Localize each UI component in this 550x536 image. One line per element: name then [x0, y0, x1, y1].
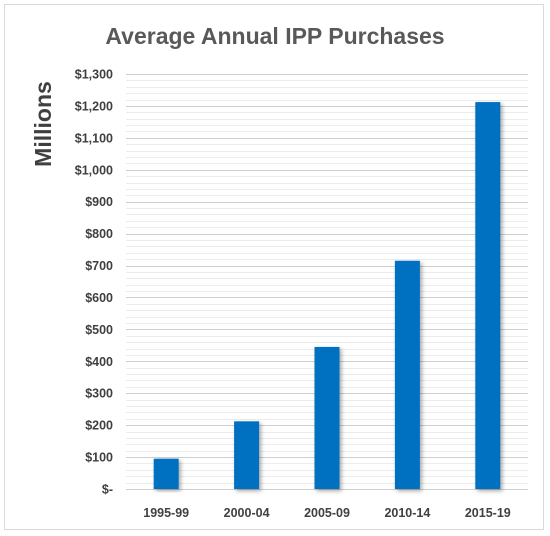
x-tick-label: 1995-99	[143, 506, 189, 520]
x-axis-ticks: 1995-99 2000-04 2005-09 2010-14 2015-19	[143, 506, 511, 520]
y-axis-ticks: $- $100 $200 $300 $400 $500 $600 $700 $800 $900 $1…	[75, 68, 113, 497]
y-tick-label: $300	[85, 387, 113, 401]
y-tick-label: $800	[85, 227, 113, 241]
y-tick-label: $900	[85, 195, 113, 209]
y-tick-label: $100	[85, 451, 113, 465]
y-tick-label: $1,200	[75, 99, 113, 113]
y-tick-label: $200	[85, 419, 113, 433]
bar-2005-09	[314, 346, 340, 489]
y-tick-label: $600	[85, 291, 113, 305]
y-tick-label: $-	[102, 483, 113, 497]
x-tick-label: 2015-19	[465, 506, 511, 520]
bar-2000-04	[234, 421, 260, 489]
bars	[153, 102, 501, 489]
bar-2015-19	[475, 102, 501, 489]
x-tick-label: 2010-14	[384, 506, 430, 520]
y-tick-label: $1,100	[75, 131, 113, 145]
y-tick-label: $500	[85, 323, 113, 337]
x-tick-label: 2005-09	[304, 506, 350, 520]
y-tick-label: $700	[85, 259, 113, 273]
y-tick-label: $1,000	[75, 163, 113, 177]
y-tick-label: $400	[85, 355, 113, 369]
bar-2010-14	[394, 260, 420, 489]
x-tick-label: 2000-04	[224, 506, 270, 520]
bar-1995-99	[153, 458, 179, 489]
y-tick-label: $1,300	[75, 68, 113, 82]
chart-title: Average Annual IPP Purchases	[105, 23, 444, 49]
y-axis-label: Millions	[30, 81, 56, 167]
